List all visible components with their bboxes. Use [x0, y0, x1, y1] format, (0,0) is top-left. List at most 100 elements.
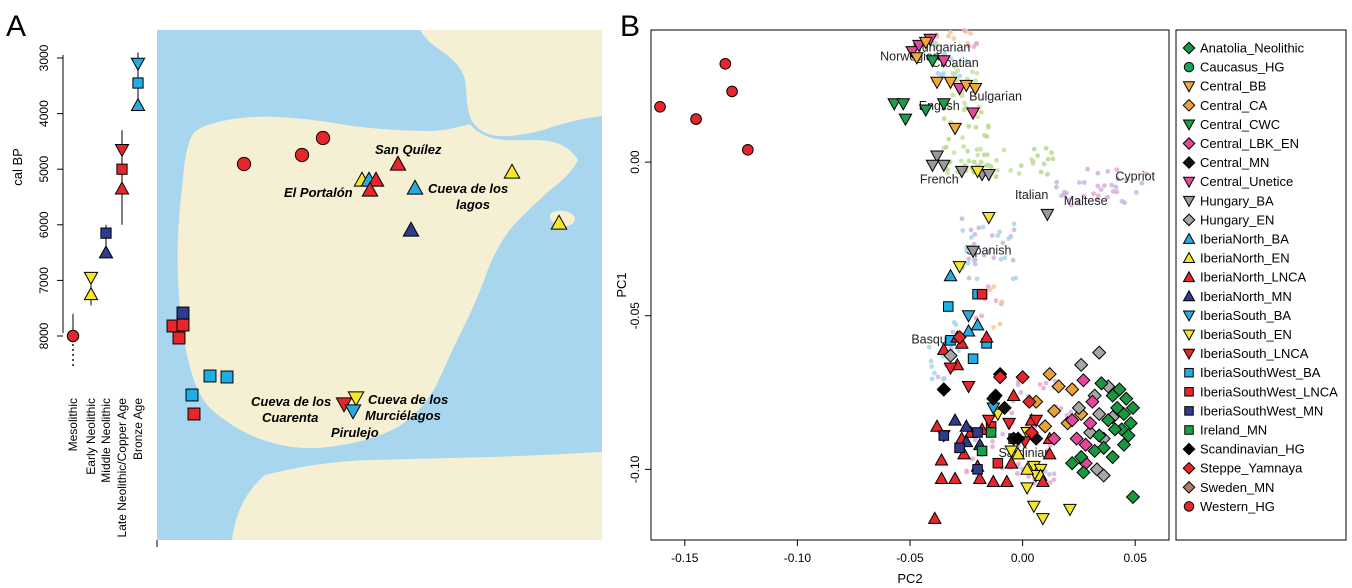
modern-sample-dot — [989, 233, 995, 238]
modern-sample-dot — [999, 299, 1005, 305]
modern-sample-dot — [980, 224, 986, 230]
modern-sample-dot — [1006, 236, 1012, 242]
modern-sample-dot — [946, 105, 952, 111]
pca-point-scandinavian-hg — [1010, 431, 1026, 446]
modern-sample-dot — [1095, 183, 1101, 189]
pca-y-axis-title: PC1 — [614, 272, 629, 297]
modern-sample-dot — [929, 363, 935, 369]
legend-label-iberianorth-ba: IberiaNorth_BA — [1200, 232, 1289, 247]
modern-sample-dot — [950, 92, 956, 98]
pca-point-iberianorth-lnca — [936, 342, 951, 355]
modern-sample-dot — [1064, 412, 1070, 418]
pca-point-ireland-mn — [976, 445, 988, 457]
pca-point-iberianorth-lnca — [1006, 388, 1021, 402]
legend-symbol-iberianorth-mn — [1182, 289, 1196, 302]
pca-point-anatolia-neolithic — [1107, 422, 1123, 437]
pca-point-iberianorth-lnca — [1035, 474, 1050, 488]
legend-symbol-iberianorth-lnca — [1182, 270, 1196, 283]
pca-point-central-unetice — [952, 82, 967, 96]
pca-point-central-bb — [943, 76, 958, 90]
map-site-marker-iberianorth-ba — [406, 179, 424, 195]
pca-point-anatolia-neolithic — [1110, 400, 1125, 416]
map-site-marker-western-hg — [236, 156, 252, 172]
modern-sample-dot — [995, 233, 1001, 238]
legend-label-western-hg: Western_HG — [1200, 499, 1275, 514]
modern-sample-dot — [1041, 161, 1047, 167]
pca-point-iberianorth-ba — [970, 317, 985, 331]
modern-sample-dot — [973, 124, 979, 130]
modern-sample-dot — [1008, 168, 1014, 173]
pca-point-hungary-ba — [925, 159, 940, 173]
pca-point-central-mn — [997, 400, 1012, 416]
pca-point-central-unetice — [966, 107, 981, 121]
pca-point-western-hg — [719, 57, 732, 70]
pca-point-central-lbk-en — [1046, 431, 1062, 446]
pca-x-tick-label: -0.15 — [671, 551, 699, 565]
modern-sample-dot — [973, 78, 978, 84]
legend-label-central-ca: Central_CA — [1200, 98, 1268, 113]
modern-sample-dot — [974, 147, 980, 152]
pca-point-iberiasouthwest-mn — [954, 442, 965, 454]
modern-sample-dot — [1114, 167, 1120, 173]
legend-label-ireland-mn: Ireland_MN — [1200, 423, 1267, 438]
pca-point-central-bb — [930, 76, 945, 90]
modern-sample-dot — [1009, 410, 1015, 416]
legend-symbol-central-cwc — [1182, 119, 1196, 131]
legend-label-central-bb: Central_BB — [1200, 79, 1266, 94]
modern-sample-dot — [994, 167, 1000, 173]
modern-sample-dot — [1047, 443, 1053, 448]
pca-point-hungary-ba — [954, 165, 969, 179]
legend-symbol-scandinavian-hg — [1182, 442, 1196, 456]
modern-sample-dot — [1014, 471, 1020, 476]
map-site-marker-iberiasouth-ba — [344, 404, 362, 420]
pca-point-central-unetice — [936, 55, 951, 68]
modern-sample-dot — [946, 136, 952, 142]
modern-sample-dot — [990, 439, 996, 444]
modern-sample-dot — [951, 150, 957, 155]
modern-sample-dot — [1000, 240, 1006, 246]
timeline-marker-iberiasouth-lnca — [114, 143, 130, 158]
site-label-san-quilez: San Quílez — [375, 142, 442, 157]
legend-symbol-iberiasouth-lnca — [1182, 348, 1196, 361]
modern-sample-dot — [974, 70, 980, 76]
site-label-cueva-de-los-lagos-2: lagos — [456, 197, 490, 212]
modern-sample-dot — [966, 256, 972, 262]
modern-sample-dot — [988, 164, 994, 170]
site-label-cueva-de-los-cuarenta-2: Cuarenta — [262, 410, 318, 425]
modern-sample-dot — [1037, 382, 1043, 387]
pca-point-anatolia-neolithic — [1101, 413, 1116, 428]
pca-point-central-bb — [948, 122, 963, 136]
france-land — [420, 30, 602, 137]
pca-point-iberianorth-lnca — [934, 452, 949, 466]
map-site-marker-iberiasouthwest-mn — [176, 306, 190, 320]
map-site-marker-western-hg — [315, 130, 331, 146]
pca-point-central-lbk-en — [1069, 431, 1084, 446]
pca-point-anatolia-neolithic — [1076, 465, 1091, 480]
site-label-pirulejo: Pirulejo — [331, 425, 379, 440]
modern-sample-dot — [1031, 146, 1037, 152]
pca-point-hungary-en — [943, 348, 958, 363]
timeline-marker-iberiasouth-en — [83, 271, 99, 286]
legend-label-iberiasouth-en: IberiaSouth_EN — [1200, 327, 1292, 342]
modern-sample-dot — [1047, 480, 1053, 486]
modern-sample-dot — [1095, 170, 1101, 176]
legend: Anatolia_Neolithic Caucasus_HG Central_BB C… — [1175, 29, 1347, 541]
modern-sample-dot — [997, 229, 1003, 235]
pca-point-iberianorth-en — [1011, 446, 1026, 460]
pca-y-tick-label: -0.05 — [628, 302, 642, 330]
pca-point-central-cwc — [887, 98, 902, 111]
modern-sample-dot — [1000, 431, 1006, 437]
modern-sample-dot — [1115, 176, 1121, 182]
legend-symbol-hungary-ba — [1182, 195, 1196, 208]
timeline-marker-iberianorth-mn — [98, 244, 114, 259]
modern-sample-dot — [953, 322, 959, 328]
site-label-cueva-de-los-lagos-1: Cueva de los — [428, 181, 508, 196]
pca-point-iberianorth-lnca — [957, 446, 972, 460]
pca-point-central-cwc — [936, 98, 951, 111]
modern-sample-dot — [985, 284, 991, 289]
modern-sample-dot — [968, 227, 974, 233]
modern-sample-dot — [943, 144, 949, 150]
map-site-marker-iberianorth-en — [550, 214, 568, 230]
legend-label-central-lbk-en: Central_LBK_EN — [1200, 136, 1299, 151]
modern-sample-dot — [994, 157, 999, 163]
